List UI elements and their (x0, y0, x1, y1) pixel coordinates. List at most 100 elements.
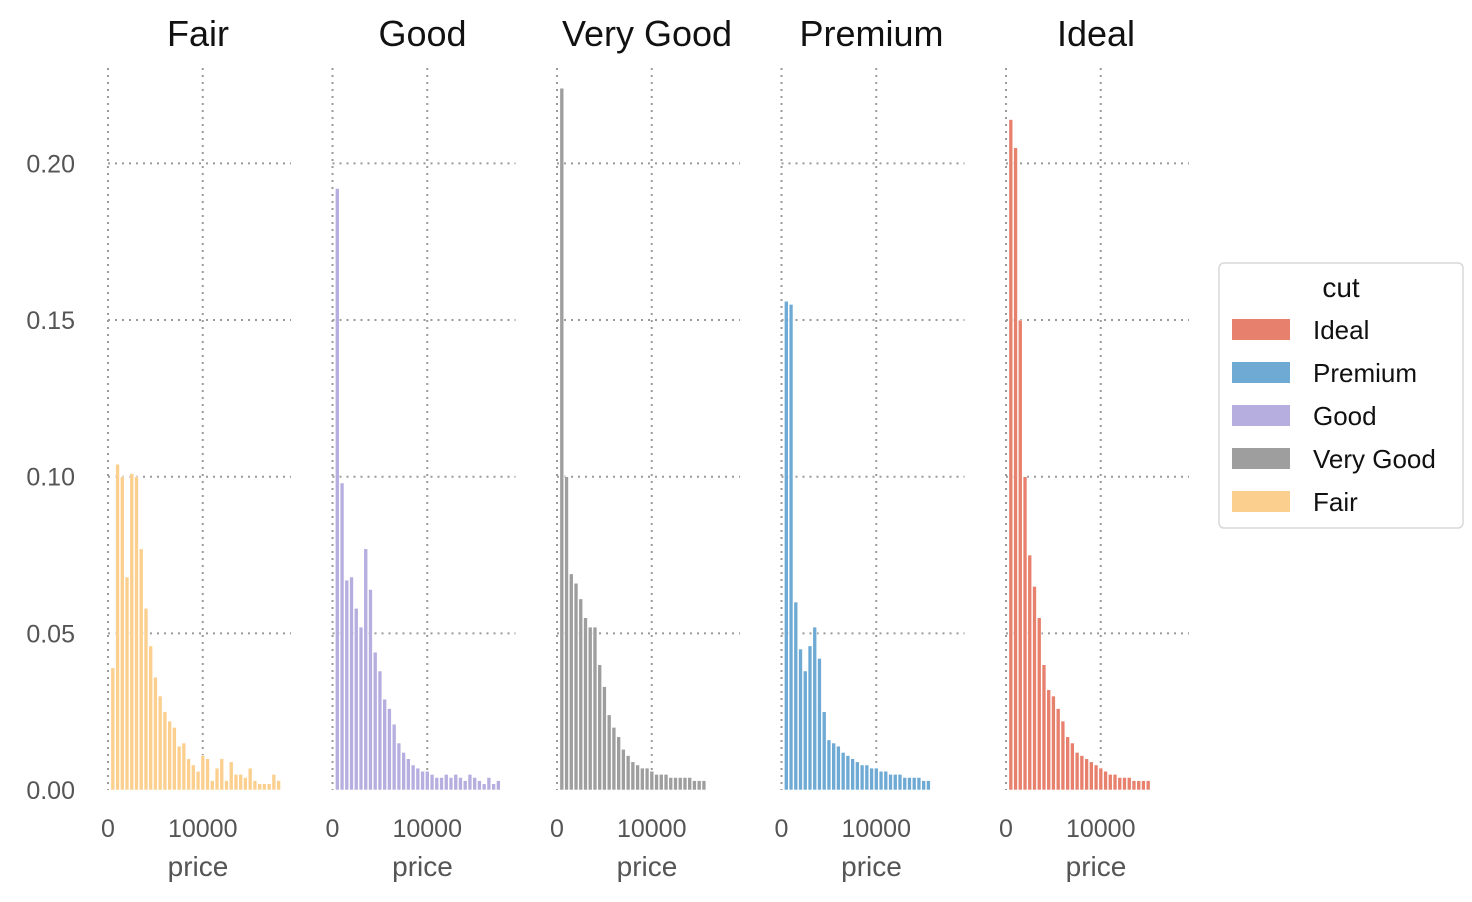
histogram-bar (486, 777, 492, 791)
histogram-bar (363, 548, 368, 791)
histogram-bar (472, 777, 477, 791)
histogram-bar (798, 648, 803, 791)
histogram-bar (640, 767, 645, 791)
histogram-bar (448, 777, 454, 791)
histogram-bar (238, 774, 243, 791)
histogram-bar (434, 777, 440, 791)
histogram-bar (578, 598, 584, 791)
histogram-bar (477, 780, 482, 791)
histogram-bar (911, 777, 917, 791)
histogram-bar (157, 695, 163, 791)
histogram-bar (692, 780, 697, 791)
histogram-bar (415, 767, 421, 791)
histogram-bar (252, 780, 258, 791)
histogram-bar (1084, 758, 1089, 791)
legend-swatch (1232, 491, 1290, 512)
histogram-bar (391, 723, 397, 791)
facet-title: Premium (799, 13, 943, 54)
legend-swatch (1232, 448, 1290, 469)
y-tick-label: 0.00 (26, 777, 75, 805)
histogram-bar (559, 87, 565, 791)
histogram-bar (266, 783, 272, 791)
histogram-bar (372, 651, 378, 791)
histogram-bar (602, 686, 607, 791)
histogram-bar (148, 645, 153, 791)
histogram-bar (1041, 664, 1047, 791)
histogram-bar (339, 482, 345, 791)
histogram-bar (635, 764, 640, 791)
y-tick-label: 0.20 (26, 150, 75, 178)
x-axis-label: price (841, 851, 902, 882)
histogram-bar (817, 658, 822, 791)
histogram-bar (401, 752, 406, 791)
histogram-bar (439, 777, 444, 791)
histogram-bar (874, 767, 879, 791)
histogram-bar (425, 770, 430, 791)
histogram-bar (120, 476, 125, 791)
histogram-bar (443, 774, 449, 791)
histogram-bar (897, 774, 903, 791)
histogram-bar (115, 463, 120, 791)
x-tick-label: 0 (550, 815, 564, 843)
histogram-bar (1065, 736, 1070, 791)
histogram-bar (668, 777, 674, 791)
histogram-bar (1098, 767, 1104, 791)
x-tick-label: 0 (326, 815, 340, 843)
histogram-bar (1046, 689, 1051, 791)
histogram-bar (1122, 777, 1127, 791)
histogram-bar (902, 777, 908, 791)
histogram-bar (859, 764, 865, 791)
legend-swatch (1232, 405, 1290, 426)
facet-panel-very-good: Very Good 0 10000 price (550, 13, 740, 882)
histogram-bar (210, 780, 215, 791)
histogram-bar (649, 770, 655, 791)
histogram-bar (233, 774, 239, 791)
histogram-bar (1112, 774, 1118, 791)
histogram-bar (573, 582, 579, 791)
facet-title: Very Good (562, 13, 732, 54)
histogram-bar (124, 576, 130, 791)
x-tick-label: 0 (999, 815, 1013, 843)
histogram-bar (181, 742, 187, 791)
y-tick-label: 0.05 (26, 620, 75, 648)
histogram-bar (228, 761, 234, 791)
histogram-bar (606, 714, 612, 791)
histogram-bar (467, 774, 473, 791)
histogram-bar (630, 761, 636, 791)
histogram-bar (257, 783, 262, 791)
histogram-bar (420, 770, 425, 791)
histogram-bar (687, 777, 692, 791)
histogram-bar (1126, 777, 1132, 791)
histogram-bar (564, 476, 569, 791)
histogram-bar (888, 774, 893, 791)
histogram-bar (802, 670, 808, 791)
y-tick-label: 0.15 (26, 307, 75, 335)
histogram-bar (659, 774, 664, 791)
histogram-bar (262, 783, 267, 791)
x-tick-label: 10000 (392, 815, 462, 843)
x-tick-label: 10000 (168, 815, 238, 843)
histogram-bar (205, 758, 210, 791)
histogram-bar (1036, 617, 1042, 791)
histogram-bar (349, 576, 354, 791)
histogram-bar (1018, 319, 1023, 791)
histogram-bar (138, 548, 144, 791)
histogram-bar (153, 676, 158, 791)
histogram-bar (621, 748, 626, 791)
legend-entry-label: Very Good (1313, 444, 1436, 474)
histogram-bar (1022, 476, 1028, 791)
histogram-bar (1051, 695, 1056, 791)
histogram-bar (1141, 780, 1146, 791)
facet-panel-ideal: Ideal 0 10000 price (999, 13, 1189, 882)
histogram-bar (784, 300, 789, 791)
histogram-bar (864, 764, 870, 791)
histogram-bar (276, 780, 281, 791)
histogram-bar (219, 758, 225, 791)
histogram-bar (1008, 119, 1014, 791)
histogram-bar (807, 645, 813, 791)
facet-title: Good (378, 13, 466, 54)
facet-panel-fair: Fair 0 10000 price (101, 13, 291, 882)
x-axis-label: price (617, 851, 678, 882)
